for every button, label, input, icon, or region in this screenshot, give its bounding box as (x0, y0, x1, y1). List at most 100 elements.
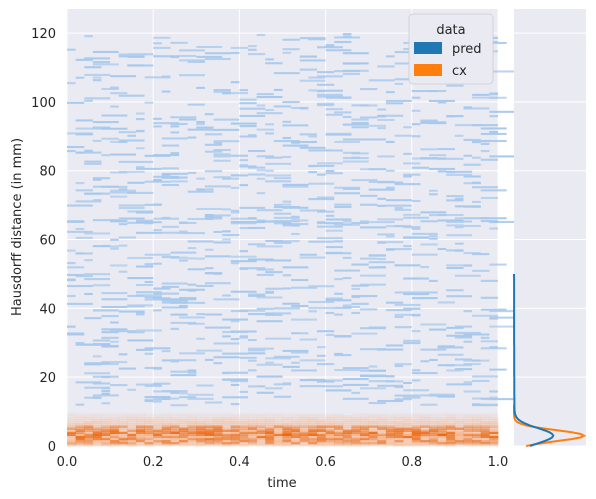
pred-cell (342, 69, 369, 72)
cx-cell (411, 427, 421, 430)
cx-cell (273, 427, 283, 430)
cx-cell (230, 431, 240, 435)
pred-cell (196, 207, 223, 211)
cx-cell (101, 437, 111, 441)
cx-cell (170, 441, 180, 445)
pred-cell (170, 41, 188, 44)
pred-cell (101, 305, 128, 309)
cx-cell (480, 412, 490, 416)
pred-cell (394, 134, 412, 137)
pred-cell (170, 321, 197, 324)
pred-cell (385, 248, 395, 251)
cx-cell (187, 431, 197, 435)
pred-cell (325, 311, 335, 315)
cx-cell (429, 419, 439, 422)
pred-cell (161, 350, 171, 353)
cx-cell (282, 433, 292, 437)
cx-cell (394, 443, 404, 447)
pred-cell (342, 96, 352, 99)
cx-cell (308, 443, 318, 447)
cx-cell (265, 425, 275, 428)
cx-cell (411, 437, 421, 441)
cx-cell (437, 437, 447, 441)
cx-cell (179, 435, 189, 439)
cx-cell (360, 412, 370, 416)
cx-cell (454, 429, 464, 432)
cx-cell (489, 425, 499, 428)
cx-cell (325, 443, 335, 447)
pred-cell (342, 123, 369, 126)
pred-cell (153, 203, 162, 206)
cx-cell (446, 443, 456, 447)
cx-cell (84, 437, 94, 441)
cx-cell (248, 427, 258, 430)
pred-cell (308, 76, 326, 79)
cx-cell (153, 427, 163, 430)
pred-cell (360, 226, 386, 229)
cx-cell (144, 443, 154, 447)
pred-cell (92, 309, 119, 312)
cx-cell (213, 423, 223, 426)
pred-cell (411, 253, 438, 256)
cx-cell (334, 433, 344, 437)
cx-cell (385, 419, 395, 422)
pred-cell (489, 325, 516, 328)
cx-cell (489, 435, 499, 439)
pred-cell (170, 56, 180, 59)
pred-cell (437, 346, 464, 349)
pred-cell (161, 397, 171, 400)
pred-cell (92, 50, 119, 53)
pred-cell (196, 301, 205, 304)
pred-cell (135, 219, 154, 222)
pred-cell (239, 309, 266, 312)
pred-cell (179, 230, 188, 233)
pred-cell (489, 310, 516, 313)
pred-cell (325, 299, 352, 302)
cx-cell (92, 425, 102, 428)
pred-cell (187, 257, 197, 260)
cx-cell (179, 427, 189, 430)
cx-cell (368, 412, 378, 416)
pred-cell (92, 79, 102, 82)
cx-cell (299, 443, 309, 447)
pred-cell (92, 63, 119, 66)
cx-cell (144, 427, 154, 430)
pred-cell (110, 86, 119, 89)
cx-cell (342, 421, 352, 424)
pred-cell (204, 57, 231, 61)
cx-cell (213, 415, 223, 418)
pred-cell (291, 351, 309, 354)
pred-cell (248, 339, 257, 342)
pred-cell (161, 359, 171, 362)
cx-cell (342, 429, 352, 432)
pred-cell (377, 155, 395, 158)
pred-cell (204, 282, 231, 285)
cx-cell (75, 443, 85, 447)
cx-cell (273, 421, 283, 424)
cx-cell (273, 417, 283, 420)
pred-cell (282, 38, 300, 41)
pred-cell (316, 162, 343, 165)
cx-cell (273, 435, 283, 439)
pred-cell (403, 226, 421, 229)
pred-cell (403, 339, 421, 342)
cx-cell (489, 427, 499, 430)
pred-cell (342, 138, 361, 141)
pred-cell (316, 225, 343, 228)
pred-cell (411, 227, 421, 230)
pred-cell (463, 252, 481, 255)
pred-cell (230, 174, 249, 177)
pred-cell (118, 367, 136, 370)
cx-cell (161, 435, 171, 439)
pred-cell (472, 200, 481, 203)
cx-cell (463, 435, 473, 439)
pred-cell (403, 396, 421, 399)
pred-cell (153, 117, 162, 120)
cx-cell (135, 431, 145, 435)
pred-cell (368, 261, 395, 264)
cx-cell (196, 415, 206, 418)
pred-cell (377, 114, 404, 117)
pred-cell (385, 301, 404, 304)
pred-cell (67, 285, 93, 288)
cx-cell (282, 443, 292, 447)
